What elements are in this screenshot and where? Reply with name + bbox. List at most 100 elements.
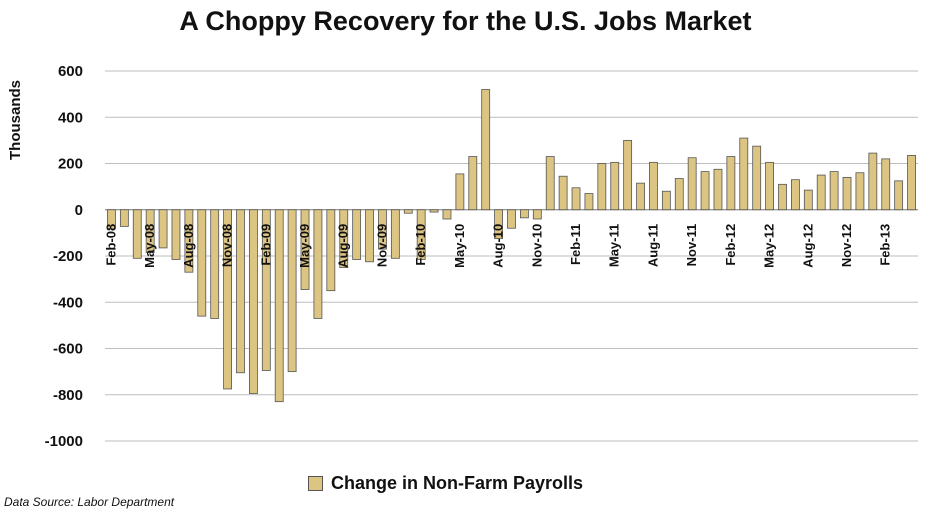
bar bbox=[287, 209, 297, 373]
bar bbox=[107, 209, 116, 230]
bar bbox=[571, 187, 581, 211]
y-axis-ticks: 600 400 200 0 -200 -400 -600 -800 -1000 bbox=[45, 63, 83, 450]
bar bbox=[507, 209, 516, 229]
bar bbox=[545, 156, 555, 211]
bars bbox=[107, 89, 916, 403]
y-tick-label: 0 bbox=[75, 202, 83, 219]
bar bbox=[778, 183, 787, 211]
bar bbox=[791, 179, 800, 211]
bar bbox=[765, 161, 774, 211]
bar bbox=[687, 157, 697, 211]
x-tick-label: May-12 bbox=[762, 224, 777, 268]
x-tick-label: Feb-10 bbox=[413, 224, 428, 266]
bar bbox=[610, 161, 620, 211]
bar bbox=[623, 139, 633, 211]
y-tick-label: 400 bbox=[58, 109, 83, 126]
x-tick-label: May-11 bbox=[607, 224, 622, 267]
bar bbox=[339, 209, 349, 268]
bar bbox=[313, 209, 323, 319]
bar bbox=[442, 209, 452, 220]
bar bbox=[236, 209, 245, 374]
bar bbox=[300, 209, 310, 290]
x-tick-label: Nov-08 bbox=[220, 224, 235, 267]
bar bbox=[132, 209, 142, 259]
bar bbox=[661, 190, 671, 211]
x-tick-label: Aug-09 bbox=[336, 224, 351, 268]
x-tick-label: May-09 bbox=[297, 224, 312, 268]
legend-label: Change in Non-Farm Payrolls bbox=[331, 473, 584, 493]
x-axis-ticks: Feb-08 May-08 Aug-08 Nov-08 Feb-09 May-09 Aug-… bbox=[103, 224, 892, 268]
y-tick-label: 200 bbox=[58, 156, 83, 173]
bar bbox=[829, 171, 839, 211]
bar bbox=[403, 209, 413, 214]
bar bbox=[558, 175, 568, 211]
bar bbox=[726, 156, 736, 211]
bar bbox=[907, 155, 916, 211]
bar bbox=[184, 209, 194, 273]
x-tick-label: Nov-11 bbox=[684, 224, 699, 267]
x-tick-label: Nov-10 bbox=[529, 224, 544, 267]
x-tick-label: May-08 bbox=[142, 224, 157, 268]
bar bbox=[158, 209, 168, 249]
chart-title: A Choppy Recovery for the U.S. Jobs Mark… bbox=[179, 6, 752, 36]
bar bbox=[894, 180, 904, 211]
bar bbox=[274, 209, 284, 403]
bar bbox=[532, 209, 542, 220]
x-tick-label: Aug-08 bbox=[181, 224, 196, 268]
y-tick-label: -600 bbox=[53, 341, 83, 358]
bar bbox=[390, 209, 400, 259]
bar bbox=[700, 171, 710, 211]
y-tick-label: -200 bbox=[53, 248, 83, 265]
bar bbox=[636, 182, 645, 211]
y-tick-label: -800 bbox=[53, 387, 83, 404]
data-source-note: Data Source: Labor Department bbox=[4, 495, 175, 509]
x-tick-label: Feb-12 bbox=[723, 224, 738, 266]
x-tick-label: Feb-09 bbox=[258, 224, 273, 266]
y-axis-label: Thousands bbox=[7, 80, 24, 160]
legend: Change in Non-Farm Payrolls bbox=[308, 473, 583, 494]
x-tick-label: Feb-11 bbox=[568, 224, 583, 265]
y-tick-label: -1000 bbox=[45, 433, 83, 450]
x-tick-label: Aug-10 bbox=[491, 224, 506, 268]
bar bbox=[223, 209, 232, 390]
x-tick-label: Aug-12 bbox=[800, 224, 815, 268]
bar bbox=[119, 209, 129, 227]
bar bbox=[597, 163, 607, 211]
y-tick-label: -400 bbox=[53, 294, 83, 311]
y-tick-label: 600 bbox=[58, 63, 83, 80]
bar bbox=[326, 209, 336, 292]
bar bbox=[494, 209, 503, 240]
bar bbox=[416, 209, 426, 260]
bar bbox=[881, 158, 891, 211]
bar bbox=[429, 209, 439, 213]
bar bbox=[520, 209, 529, 219]
x-tick-label: Nov-12 bbox=[839, 224, 854, 267]
bar bbox=[210, 209, 220, 319]
bar bbox=[145, 209, 155, 253]
x-tick-label: Nov-09 bbox=[374, 224, 389, 267]
bar bbox=[455, 173, 465, 211]
legend-swatch bbox=[308, 476, 323, 491]
x-tick-label: May-10 bbox=[452, 224, 467, 268]
bar bbox=[739, 137, 749, 211]
bar bbox=[868, 152, 878, 211]
bar bbox=[803, 189, 813, 211]
bar bbox=[855, 172, 865, 211]
bar bbox=[468, 156, 478, 211]
bar bbox=[171, 209, 181, 260]
bar bbox=[584, 193, 594, 211]
bar bbox=[481, 89, 491, 211]
x-tick-label: Feb-08 bbox=[103, 224, 118, 266]
x-tick-label: Aug-11 bbox=[645, 224, 660, 267]
bar bbox=[649, 161, 658, 211]
bar bbox=[816, 174, 826, 211]
bar bbox=[261, 209, 271, 371]
bar bbox=[713, 168, 723, 211]
bar bbox=[249, 209, 258, 394]
bar bbox=[197, 209, 207, 317]
bar bbox=[352, 209, 362, 260]
bar bbox=[378, 209, 387, 250]
bar bbox=[365, 209, 374, 263]
bar bbox=[842, 176, 852, 211]
